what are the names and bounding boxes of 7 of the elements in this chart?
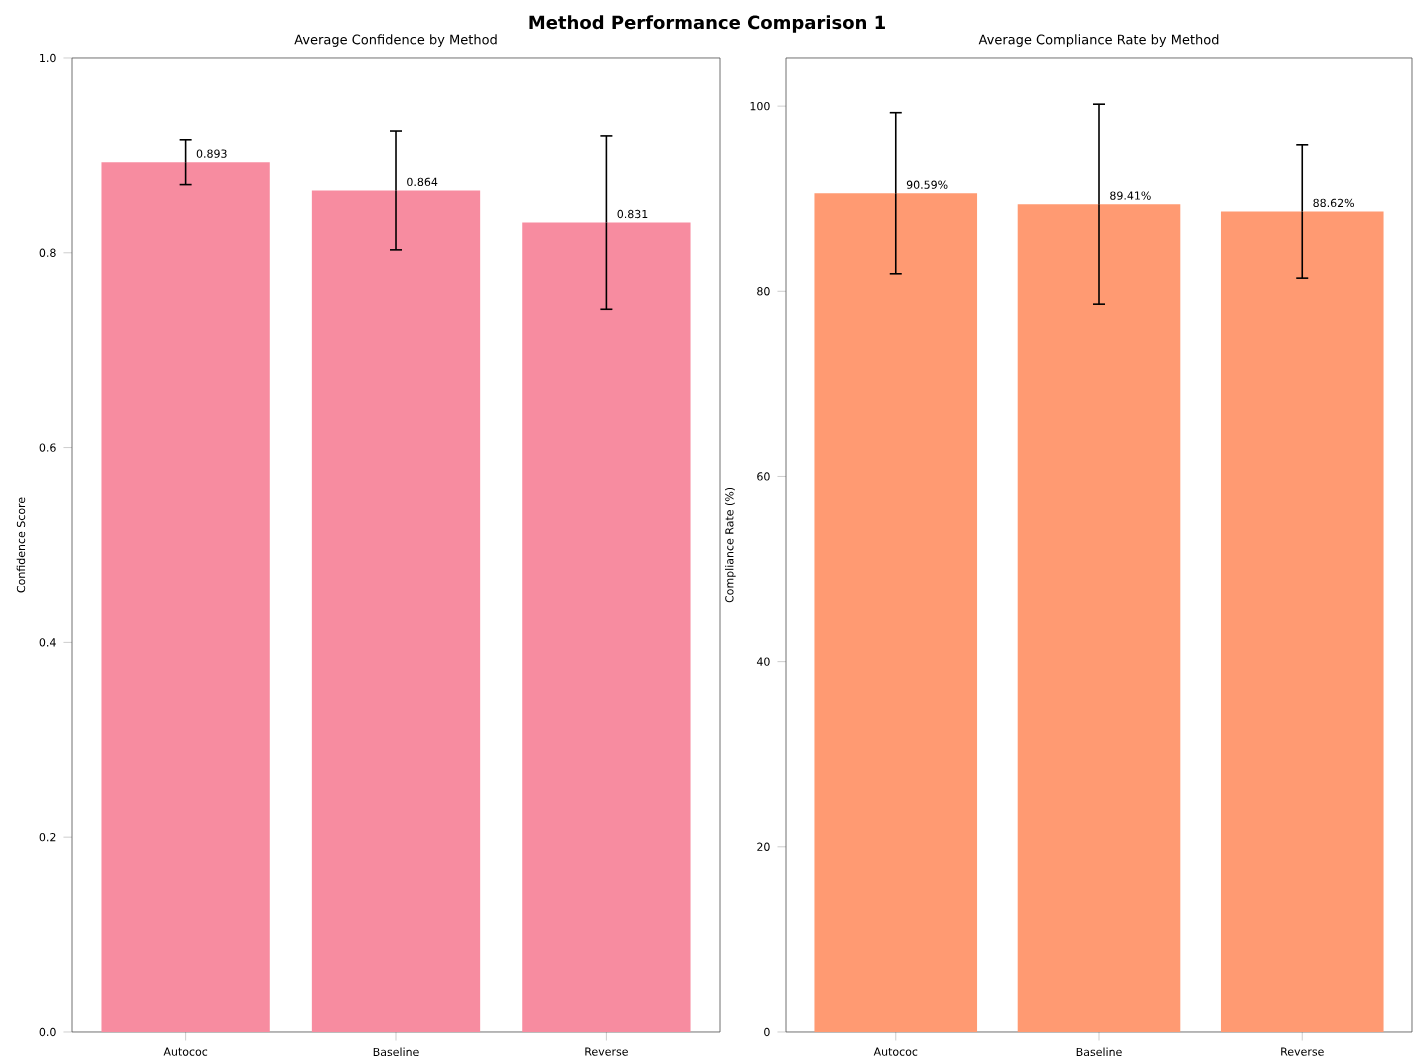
bar [101,162,270,1032]
bar [1220,211,1384,1032]
bar [814,193,978,1032]
text: Method Performance Comparison 1 [529,15,885,33]
bar [1017,204,1181,1032]
bar [311,190,481,1032]
bar [522,222,691,1032]
